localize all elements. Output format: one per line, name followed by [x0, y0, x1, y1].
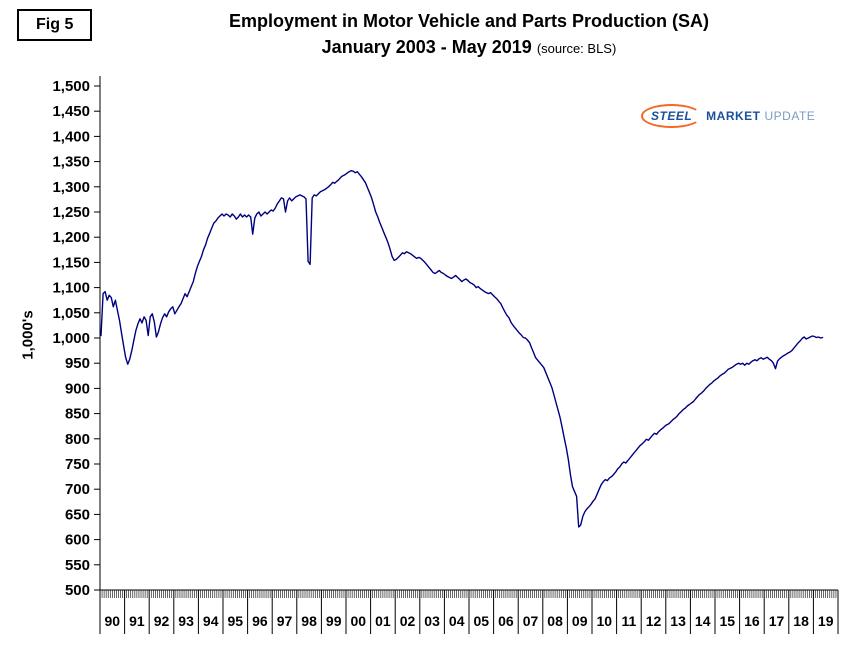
- y-tick-label: 550: [65, 557, 90, 574]
- y-tick-label: 1,150: [52, 254, 90, 271]
- y-tick-label: 1,500: [52, 78, 90, 95]
- x-tick-label: 98: [301, 613, 317, 629]
- x-tick-label: 00: [351, 613, 367, 629]
- x-tick-label: 92: [154, 613, 170, 629]
- x-tick-label: 91: [129, 613, 145, 629]
- x-tick-label: 18: [793, 613, 809, 629]
- y-tick-label: 750: [65, 456, 90, 473]
- x-tick-label: 04: [449, 613, 465, 629]
- smu-logo-market: MARKET: [706, 109, 761, 123]
- x-tick-label: 11: [621, 613, 636, 629]
- y-tick-label: 650: [65, 506, 90, 523]
- x-tick-label: 95: [228, 613, 244, 629]
- y-tick-label: 850: [65, 406, 90, 423]
- x-tick-label: 96: [252, 613, 268, 629]
- x-tick-label: 97: [277, 613, 293, 629]
- y-tick-label: 800: [65, 431, 90, 448]
- chart-subtitle: January 2003 - May 2019: [321, 37, 532, 58]
- x-tick-label: 13: [670, 613, 686, 629]
- x-tick-label: 09: [572, 613, 588, 629]
- y-tick-label: 950: [65, 355, 90, 372]
- x-tick-label: 15: [720, 613, 736, 629]
- figure-number-label: Fig 5: [36, 16, 74, 33]
- chart-title: Employment in Motor Vehicle and Parts Pr…: [228, 11, 710, 31]
- y-tick-label: 1,400: [52, 128, 90, 145]
- x-tick-label: 99: [326, 613, 342, 629]
- y-tick-label: 1,250: [52, 204, 90, 221]
- x-tick-label: 05: [474, 613, 490, 629]
- x-tick-label: 07: [523, 613, 539, 629]
- figure-number-box: Fig 5: [17, 9, 93, 41]
- y-tick-label: 1,450: [52, 103, 90, 120]
- source-note: (source: BLS): [536, 41, 617, 57]
- x-tick-label: 03: [424, 613, 440, 629]
- y-tick-label: 1,350: [52, 154, 90, 171]
- smu-logo-update: UPDATE: [764, 109, 816, 123]
- y-tick-label: 900: [65, 380, 90, 397]
- x-tick-label: 94: [203, 613, 219, 629]
- y-axis-title: 1,000's: [19, 310, 37, 360]
- x-tick-label: 14: [695, 613, 711, 629]
- chart-titles: Employment in Motor Vehicle and Parts Pr…: [100, 8, 838, 60]
- smu-logo-steel-swoosh: STEEL: [641, 104, 703, 128]
- x-tick-label: 06: [498, 613, 514, 629]
- x-tick-label: 08: [547, 613, 563, 629]
- x-tick-label: 93: [178, 613, 194, 629]
- y-tick-label: 600: [65, 532, 90, 549]
- y-tick-label: 1,000: [52, 330, 90, 347]
- x-tick-label: 17: [769, 613, 785, 629]
- smu-logo: STEEL MARKET UPDATE: [641, 104, 815, 128]
- x-tick-label: 01: [375, 613, 391, 629]
- x-tick-label: 12: [646, 613, 662, 629]
- y-tick-label: 1,200: [52, 229, 90, 246]
- x-tick-label: 02: [400, 613, 416, 629]
- y-tick-label: 1,300: [52, 179, 90, 196]
- chart-subtitle-row: January 2003 - May 2019 (source: BLS): [100, 34, 838, 60]
- x-tick-label: 10: [597, 613, 613, 629]
- y-tick-label: 700: [65, 481, 90, 498]
- x-tick-label: 90: [105, 613, 121, 629]
- y-tick-label: 1,100: [52, 280, 90, 297]
- y-tick-label: 1,050: [52, 305, 90, 322]
- x-tick-label: 16: [744, 613, 760, 629]
- x-tick-label: 19: [818, 613, 834, 629]
- y-tick-label: 500: [65, 582, 90, 599]
- employment-line: [100, 169, 824, 528]
